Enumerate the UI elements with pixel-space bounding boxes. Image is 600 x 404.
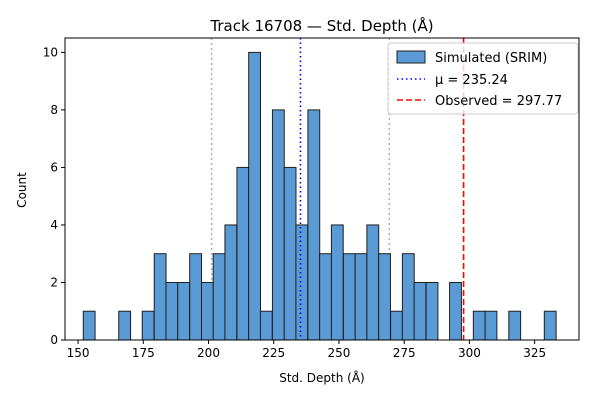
histogram-bar [259,310,273,341]
histogram-bar [153,253,167,341]
histogram-bar [378,253,391,341]
histogram-bar [236,166,250,341]
histogram-bar [330,224,344,341]
histogram-bar [200,281,214,341]
legend-swatch-simulated [396,50,426,64]
histogram-bar [82,310,96,341]
histogram-bar [307,109,321,341]
axes: 150 175 200 225 250 275 300 325 0 2 4 6 8 10 [43,37,580,360]
y-tick-label: 8 [50,103,58,117]
x-tick-label: 275 [393,346,416,360]
legend-label-mean: μ = 235.24 [435,73,508,88]
histogram-bar [508,310,522,341]
x-tick-label: 300 [458,346,481,360]
histogram-bar [141,310,155,341]
y-axis-label: Count [15,172,29,208]
histogram-bar [271,109,285,341]
histogram-bar [212,253,226,341]
y-tick-label: 2 [50,275,58,289]
histogram-bar [401,253,415,341]
histogram-bar [425,281,439,341]
histogram-bar [165,281,179,341]
histogram-bar [449,281,462,341]
histogram-bar [413,281,427,341]
y-tick-label: 6 [50,160,58,174]
y-tick-label: 10 [43,45,58,59]
histogram-bar [283,166,297,341]
legend-label-simulated: Simulated (SRIM) [435,51,547,66]
histogram-bar [342,253,356,341]
y-tick-label: 0 [50,333,58,347]
histogram-bar [177,281,191,341]
histogram-bar [189,253,203,341]
x-tick-label: 175 [132,346,155,360]
y-tick-label: 4 [50,218,58,232]
plot-area [82,38,557,341]
histogram-bar [484,310,498,341]
legend-label-observed: Observed = 297.77 [435,94,562,109]
histogram-bar [543,310,557,341]
histogram-bar [118,310,132,341]
chart-title: Track 16708 — Std. Depth (Å) [209,16,433,35]
x-axis-label: Std. Depth (Å) [279,370,365,385]
histogram-bar [319,253,332,341]
legend: Simulated (SRIM) μ = 235.24 Observed = 2… [387,42,579,115]
histogram-bar [354,253,368,341]
x-tick-label: 150 [67,346,90,360]
x-tick-label: 325 [523,346,546,360]
histogram-bar [366,224,380,341]
x-tick-label: 225 [262,346,285,360]
x-tick-label: 200 [197,346,220,360]
histogram-bar [248,51,262,341]
legend-frame [387,42,579,115]
histogram-bar [390,310,403,341]
x-tick-label: 250 [328,346,351,360]
histogram-bar [295,224,309,341]
histogram-bar [224,224,238,341]
histogram-bar [472,310,486,341]
axes-frame [64,37,580,341]
